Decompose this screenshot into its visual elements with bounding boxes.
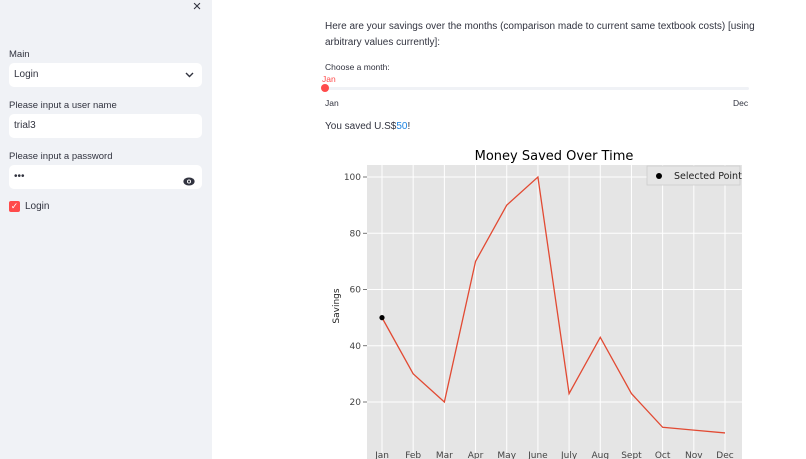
savings-chart: Money Saved Over Time 20 40 60 80 100 Jan Feb… — [332, 149, 742, 459]
close-sidebar-button[interactable]: × — [192, 0, 202, 15]
savings-line — [381, 175, 726, 434]
month-slider-value: Jan — [322, 74, 336, 84]
saved-prefix: You saved U.S$ — [325, 121, 397, 132]
month-slider-track[interactable] — [325, 87, 749, 90]
mode-select-value: Login — [14, 69, 39, 80]
chevron-down-icon — [185, 63, 194, 97]
month-slider-max: Dec — [733, 98, 749, 108]
x-tick-label: May — [497, 451, 516, 459]
login-checkbox[interactable]: ✓ — [9, 201, 20, 212]
x-tick-label: Jan — [374, 451, 389, 459]
password-label: Please input a password — [9, 151, 113, 162]
y-tick-label: 20 — [350, 398, 362, 408]
mode-select-label: Main — [9, 49, 30, 60]
mode-select[interactable]: Login — [9, 63, 202, 87]
chart-title: Money Saved Over Time — [475, 149, 634, 164]
username-field[interactable]: trial3 — [9, 114, 202, 138]
x-tick-label: June — [527, 451, 548, 459]
eye-icon[interactable] — [183, 172, 195, 186]
legend-label: Selected Point — [674, 171, 742, 182]
username-label: Please input a user name — [9, 100, 117, 111]
month-slider-thumb[interactable] — [321, 84, 329, 92]
y-tick-label: 80 — [350, 229, 362, 239]
username-value: trial3 — [14, 120, 36, 131]
checkmark-icon: ✓ — [10, 201, 19, 211]
x-tick-label: Apr — [468, 451, 484, 459]
x-tick-label: Aug — [591, 451, 609, 459]
password-field[interactable]: ••• — [9, 165, 202, 189]
login-checkbox-label: Login — [25, 201, 50, 212]
month-slider-min: Jan — [325, 98, 339, 108]
month-slider-label: Choose a month: — [325, 62, 390, 72]
chart-plot-area — [367, 165, 742, 459]
x-tick-label: July — [560, 451, 578, 459]
saved-suffix: ! — [407, 121, 411, 132]
sidebar: × Main Login Please input a user name tr… — [0, 0, 212, 459]
legend-marker — [656, 173, 662, 179]
x-tick-label: Sept — [621, 451, 642, 459]
password-value: ••• — [14, 171, 25, 182]
x-tick-label: Mar — [436, 451, 453, 459]
x-tick-label: Dec — [716, 451, 733, 459]
y-tick-label: 40 — [350, 342, 362, 352]
x-tick-label: Oct — [655, 451, 671, 459]
x-tick-label: Feb — [405, 451, 421, 459]
y-tick-label: 100 — [344, 173, 361, 183]
y-axis-label: Savings — [332, 288, 342, 323]
intro-text: Here are your savings over the months (c… — [325, 21, 755, 48]
saved-message: You saved U.S$50! — [325, 121, 410, 132]
chart-legend: Selected Point — [646, 165, 742, 186]
selected-point — [379, 315, 385, 321]
x-tick-label: Nov — [685, 451, 703, 459]
legend-box — [646, 165, 741, 186]
y-tick-label: 60 — [350, 286, 362, 296]
saved-amount: 50 — [396, 121, 408, 132]
